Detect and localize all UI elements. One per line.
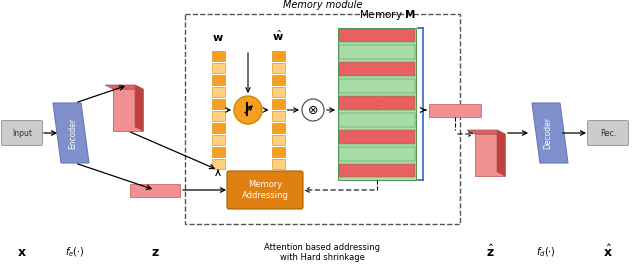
Bar xyxy=(211,159,225,169)
Text: Input: Input xyxy=(12,128,32,138)
Bar xyxy=(211,110,225,121)
Text: $\otimes$: $\otimes$ xyxy=(307,103,319,117)
Polygon shape xyxy=(53,103,89,163)
Polygon shape xyxy=(113,89,143,131)
Text: Decoder: Decoder xyxy=(543,117,552,149)
Bar xyxy=(271,86,285,97)
Bar xyxy=(271,159,285,169)
Text: $\mathbf{w}$: $\mathbf{w}$ xyxy=(212,33,224,43)
Text: . . .: . . . xyxy=(374,98,380,110)
Bar xyxy=(339,147,415,161)
Text: Memory
Addressing: Memory Addressing xyxy=(241,180,289,200)
Bar xyxy=(338,28,416,180)
Bar xyxy=(339,62,415,76)
Text: Attention based addressing: Attention based addressing xyxy=(264,243,381,251)
Polygon shape xyxy=(475,134,505,176)
Bar xyxy=(211,74,225,85)
Bar xyxy=(339,28,415,42)
Bar xyxy=(339,79,415,93)
Bar xyxy=(271,51,285,61)
Text: $f_d(\cdot)$: $f_d(\cdot)$ xyxy=(536,245,556,259)
Circle shape xyxy=(234,96,262,124)
Text: $f_e(\cdot)$: $f_e(\cdot)$ xyxy=(65,245,85,259)
Text: $\hat{\mathbf{w}}$: $\hat{\mathbf{w}}$ xyxy=(272,29,284,43)
Bar xyxy=(271,74,285,85)
FancyBboxPatch shape xyxy=(227,171,303,209)
Text: $\hat{\mathbf{z}}$: $\hat{\mathbf{z}}$ xyxy=(486,244,494,260)
Polygon shape xyxy=(532,103,568,163)
Bar xyxy=(429,103,481,117)
FancyBboxPatch shape xyxy=(1,120,42,146)
Bar xyxy=(339,113,415,127)
Text: $\mathbf{z}$: $\mathbf{z}$ xyxy=(150,246,159,259)
Bar xyxy=(211,98,225,109)
Bar xyxy=(211,86,225,97)
Polygon shape xyxy=(467,130,505,134)
Text: Encoder: Encoder xyxy=(68,117,77,149)
Bar xyxy=(339,96,415,110)
Bar xyxy=(271,135,285,145)
Text: Memory $\mathbf{M}$: Memory $\mathbf{M}$ xyxy=(358,8,415,22)
FancyBboxPatch shape xyxy=(588,120,628,146)
Bar xyxy=(211,51,225,61)
Text: $\hat{\mathbf{x}}$: $\hat{\mathbf{x}}$ xyxy=(603,244,613,260)
Bar xyxy=(130,184,180,197)
Text: Rec.: Rec. xyxy=(600,128,616,138)
Bar xyxy=(271,110,285,121)
Bar xyxy=(185,14,460,224)
Text: $\mathbf{x}$: $\mathbf{x}$ xyxy=(17,246,27,259)
Polygon shape xyxy=(105,85,143,89)
Bar xyxy=(339,130,415,144)
Bar xyxy=(271,123,285,133)
Bar xyxy=(271,63,285,73)
Bar xyxy=(339,45,415,59)
Polygon shape xyxy=(135,85,143,131)
Bar xyxy=(211,147,225,157)
Bar xyxy=(211,123,225,133)
Bar xyxy=(271,98,285,109)
Text: Memory module: Memory module xyxy=(283,0,362,10)
Bar xyxy=(211,135,225,145)
Bar xyxy=(339,164,415,177)
Bar xyxy=(271,147,285,157)
Polygon shape xyxy=(497,130,505,176)
Text: with Hard shrinkage: with Hard shrinkage xyxy=(280,253,365,263)
Circle shape xyxy=(302,99,324,121)
Bar xyxy=(211,63,225,73)
